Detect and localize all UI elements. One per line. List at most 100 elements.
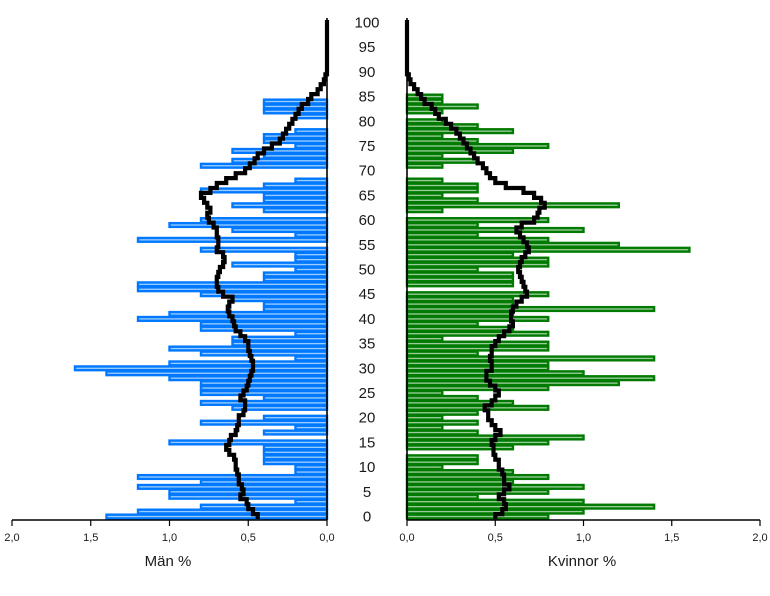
men-bar [199,478,329,486]
men-bar [294,128,329,135]
men-axis-label: Män % [145,553,192,570]
women-bar [405,123,479,130]
women-bar [405,370,585,377]
men-bar [294,468,329,476]
men-bar [231,296,329,303]
women-bar [405,266,479,273]
men-bar [231,157,329,164]
women-bar [405,350,479,357]
age-label: 5 [363,484,371,501]
women-bar [405,439,550,446]
men-bar [168,360,329,367]
women-bar [405,221,479,229]
men-x-tick-label: 1,5 [83,532,98,544]
men-bar [262,301,329,308]
women-bar [405,246,691,253]
women-bar [405,207,444,214]
men-bar [294,231,329,238]
women-bar [405,152,444,159]
age-label: 25 [359,385,376,402]
women-bar [405,483,585,490]
men-bar [294,330,329,337]
women-bar [405,157,479,164]
women-bar [405,340,550,347]
women-x-tick-label: 1,0 [576,532,591,544]
men-bar [136,281,329,288]
women-bar [405,389,444,397]
men-bar [231,226,329,234]
men-bar [136,508,329,515]
men-bar [294,424,329,431]
men-bar [168,439,329,446]
women-bar [405,335,444,342]
men-bar [199,217,329,224]
men-bar [294,251,329,258]
women-bar [405,177,444,184]
women-bar [405,192,444,199]
men-bar [105,370,329,377]
women-bar [405,419,479,426]
men-bar [231,147,329,154]
men-bar [199,399,329,406]
age-label: 90 [359,64,376,81]
women-bar [405,133,444,140]
men-bar [199,389,329,397]
women-bar [405,365,550,372]
women-mean-line [404,20,547,519]
women-bar [405,404,550,411]
women-bar [405,424,444,431]
men-bar [262,182,329,189]
women-bar [405,409,479,416]
men-bar [294,266,329,273]
women-bar [405,271,515,278]
women-bar [405,142,550,150]
age-label: 85 [359,89,376,106]
age-label: 10 [359,459,376,476]
men-panel: 2,0 1,5 1,0 0,5 0,0 [4,18,335,544]
men-bar [262,459,329,466]
men-bar [168,488,329,495]
women-bar [405,503,656,510]
men-bar [199,187,329,194]
men-bar [294,142,329,150]
age-label: 15 [359,434,376,451]
men-bar [262,394,329,402]
women-bar [405,493,479,500]
women-bar [405,231,479,238]
women-bar [405,355,656,362]
age-label: 70 [359,163,376,180]
men-bar [262,207,329,214]
women-bar [405,276,515,283]
women-bar [405,394,479,402]
men-bar [262,192,329,199]
women-bar [405,261,550,268]
men-bar [262,133,329,140]
women-bar [405,360,550,367]
men-bar [199,350,329,357]
men-bar [199,419,329,426]
age-label: 95 [359,39,376,56]
men-bar [262,454,329,461]
women-bar [405,202,621,209]
age-label: 20 [359,410,376,427]
women-bar [405,375,656,382]
women-bar [405,182,479,189]
men-bar [199,325,329,332]
age-label: 0 [363,509,371,526]
women-bar [405,330,550,337]
men-bar [262,444,329,451]
women-axis-label: Kvinnor % [548,553,616,570]
men-bar [262,276,329,283]
age-label: 75 [359,138,376,155]
men-x-tick-label: 0,5 [241,532,256,544]
women-panel: 0,0 0,5 1,0 1,5 2,0 [399,18,768,544]
age-label: 60 [359,212,376,229]
women-bar [405,251,515,258]
men-bar [262,197,329,204]
women-bar [405,459,479,466]
age-label: 100 [354,14,379,31]
women-bar [405,478,515,486]
age-label: 55 [359,237,376,254]
